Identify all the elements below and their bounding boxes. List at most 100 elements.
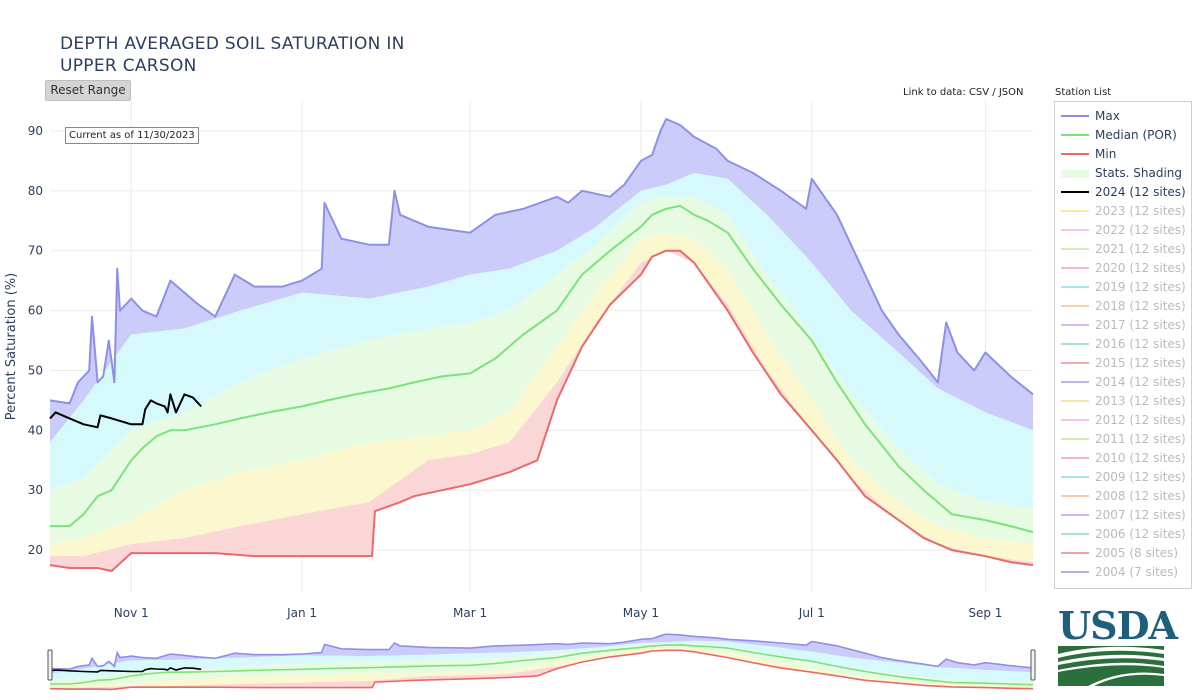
legend-label: 2019 (12 sites) [1095, 280, 1186, 294]
legend-item[interactable]: 2020 (12 sites) [1055, 259, 1191, 278]
y-tick-label: 50 [28, 363, 43, 377]
legend-item[interactable]: 2019 (12 sites) [1055, 278, 1191, 297]
legend-swatch [1061, 495, 1089, 497]
x-tick-label: Jul 1 [798, 606, 825, 620]
legend-item[interactable]: 2018 (12 sites) [1055, 297, 1191, 316]
band-middle [50, 196, 1033, 545]
legend-item[interactable]: 2017 (12 sites) [1055, 316, 1191, 335]
legend-item[interactable]: 2006 (12 sites) [1055, 525, 1191, 544]
legend-swatch [1061, 381, 1089, 383]
y-tick-label: 40 [28, 423, 43, 437]
legend-item[interactable]: 2016 (12 sites) [1055, 335, 1191, 354]
legend-swatch [1061, 362, 1089, 364]
band-above-upper [50, 119, 1033, 443]
axes: 20 30 40 50 60 70 80 90 Nov 1 Jan 1 Mar 1 May 1 Jul … [4, 124, 1002, 620]
legend-swatch [1061, 267, 1089, 269]
legend-label: 2009 (12 sites) [1095, 470, 1186, 484]
legend-label: 2012 (12 sites) [1095, 413, 1186, 427]
legend-item[interactable]: 2008 (12 sites) [1055, 487, 1191, 506]
legend-label: 2024 (12 sites) [1095, 185, 1186, 199]
band-below-lower [50, 250, 1033, 571]
range-slider[interactable] [47, 632, 1036, 692]
legend-label: 2005 (8 sites) [1095, 546, 1179, 560]
stats-shading [50, 119, 1033, 571]
legend-swatch [1061, 343, 1089, 345]
legend-swatch [1061, 400, 1089, 402]
legend-item[interactable]: Median (POR) [1055, 126, 1191, 145]
legend-swatch [1061, 514, 1089, 516]
max-line [49, 118, 1034, 405]
band-lower [50, 648, 1033, 689]
y-axis-label: Percent Saturation (%) [4, 273, 19, 420]
band-below-lower [50, 650, 1033, 690]
legend-item[interactable]: 2011 (12 sites) [1055, 430, 1191, 449]
y-tick-label: 30 [28, 483, 43, 497]
chart-title-line-2: UPPER CARSON [60, 56, 197, 76]
x-tick-label: Nov 1 [114, 606, 149, 620]
y-tick-label: 80 [28, 184, 43, 198]
legend-swatch [1061, 457, 1089, 459]
legend-item[interactable]: 2015 (12 sites) [1055, 354, 1191, 373]
legend-item[interactable]: 2004 (7 sites) [1055, 563, 1191, 582]
legend-label: 2006 (12 sites) [1095, 527, 1186, 541]
legend-swatch [1061, 571, 1089, 573]
legend-label: 2016 (12 sites) [1095, 337, 1186, 351]
legend-label: 2011 (12 sites) [1095, 432, 1186, 446]
range-slider-right-handle[interactable] [1030, 649, 1036, 681]
y-tick-label: 90 [28, 124, 43, 138]
legend-label: Min [1095, 147, 1117, 161]
legend-label: 2018 (12 sites) [1095, 299, 1186, 313]
data-link: Link to data: CSV / JSON [903, 87, 1024, 98]
legend-item[interactable]: 2021 (12 sites) [1055, 240, 1191, 259]
y-tick-label: 20 [28, 543, 43, 557]
legend-item[interactable]: 2022 (12 sites) [1055, 221, 1191, 240]
median-line [50, 204, 1034, 534]
legend: Max Median (POR) Min Stats. Shading 2024 (12… [1054, 101, 1192, 589]
usda-logo [1058, 646, 1164, 686]
legend-swatch [1061, 229, 1089, 231]
legend-item[interactable]: Min [1055, 145, 1191, 164]
legend-item[interactable]: Stats. Shading [1055, 164, 1191, 183]
legend-item[interactable]: 2007 (12 sites) [1055, 506, 1191, 525]
legend-item[interactable]: 2012 (12 sites) [1055, 411, 1191, 430]
legend-label: 2014 (12 sites) [1095, 375, 1186, 389]
legend-swatch [1061, 191, 1089, 193]
legend-swatch [1061, 170, 1089, 178]
legend-item[interactable]: 2023 (12 sites) [1055, 202, 1191, 221]
reset-range-button[interactable]: Reset Range [45, 80, 131, 101]
series-lines [49, 118, 1034, 572]
band-middle [50, 643, 1033, 687]
legend-swatch [1061, 115, 1089, 117]
y-tick-label: 70 [28, 244, 43, 258]
json-link[interactable]: JSON [998, 87, 1024, 98]
legend-item[interactable]: 2014 (12 sites) [1055, 373, 1191, 392]
current-as-of-note: Current as of 11/30/2023 [65, 127, 199, 144]
band-lower [50, 232, 1033, 563]
legend-label: 2023 (12 sites) [1095, 204, 1186, 218]
legend-item[interactable]: 2010 (12 sites) [1055, 449, 1191, 468]
range-slider-min-line [49, 649, 1034, 691]
data-link-separator: / [989, 87, 999, 98]
legend-item[interactable]: 2013 (12 sites) [1055, 392, 1191, 411]
range-slider-median-line [50, 643, 1034, 686]
legend-swatch [1061, 419, 1089, 421]
legend-label: Median (POR) [1095, 128, 1177, 142]
legend-label: Max [1095, 109, 1120, 123]
legend-swatch [1061, 476, 1089, 478]
usda-logo-text: USDA [1058, 603, 1178, 648]
legend-label: 2004 (7 sites) [1095, 565, 1179, 579]
legend-item[interactable]: 2024 (12 sites) [1055, 183, 1191, 202]
legend-swatch [1061, 305, 1089, 307]
chart-title: DEPTH AVERAGED SOIL SATURATION IN UPPER … [60, 33, 405, 77]
range-slider-current-year-line [49, 666, 202, 673]
csv-link[interactable]: CSV [968, 87, 990, 98]
legend-item[interactable]: Max [1055, 107, 1191, 126]
legend-item[interactable]: 2005 (8 sites) [1055, 544, 1191, 563]
band-upper [50, 640, 1033, 682]
legend-label: 2010 (12 sites) [1095, 451, 1186, 465]
range-slider-left-handle[interactable] [47, 649, 53, 681]
legend-item[interactable]: 2009 (12 sites) [1055, 468, 1191, 487]
legend-swatch [1061, 286, 1089, 288]
band-upper [50, 172, 1033, 509]
